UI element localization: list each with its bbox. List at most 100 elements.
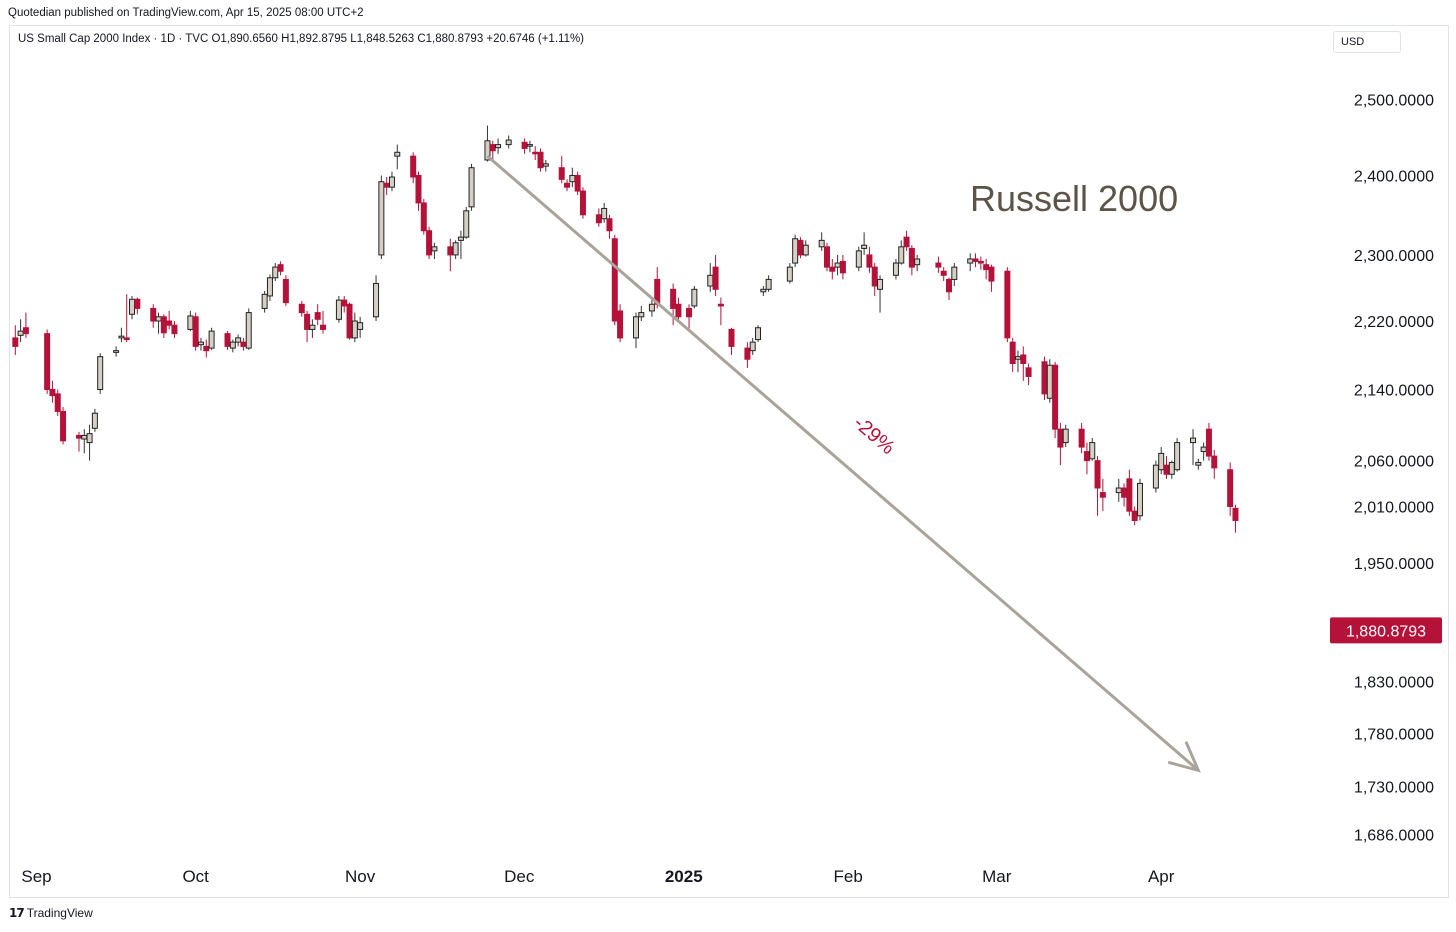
candle bbox=[373, 275, 380, 321]
last-price-text: 1,880.8793 bbox=[1346, 623, 1426, 640]
candle-body bbox=[272, 266, 279, 279]
candle-body bbox=[394, 151, 401, 157]
candle-body bbox=[1004, 270, 1011, 339]
candle-body bbox=[1174, 442, 1181, 471]
time-tick-label: Sep bbox=[21, 867, 51, 886]
candle bbox=[537, 148, 544, 172]
time-axis: Sep Oct Nov Dec 2025 Feb Mar Apr bbox=[21, 867, 1174, 886]
candle bbox=[383, 177, 390, 196]
candle-body bbox=[967, 258, 974, 264]
candle-body bbox=[346, 303, 353, 339]
candle bbox=[166, 310, 173, 330]
candle bbox=[505, 135, 512, 149]
price-tick-label: 1,950.0000 bbox=[1354, 556, 1434, 573]
candle bbox=[320, 310, 326, 334]
time-tick-label: Dec bbox=[504, 867, 535, 886]
price-tick-label: 2,400.0000 bbox=[1354, 168, 1434, 185]
candle bbox=[129, 295, 136, 320]
candle-body bbox=[378, 181, 385, 256]
candle bbox=[569, 167, 576, 188]
candle bbox=[457, 230, 464, 259]
candle bbox=[224, 331, 231, 350]
candle bbox=[134, 297, 141, 315]
candle-body bbox=[245, 312, 252, 349]
candle-body bbox=[1195, 461, 1202, 466]
candle bbox=[871, 263, 878, 296]
candle-body bbox=[1052, 364, 1059, 430]
candle bbox=[1083, 442, 1090, 475]
candle-body bbox=[834, 262, 841, 268]
currency-selector[interactable]: USD bbox=[1333, 31, 1401, 53]
candle bbox=[898, 240, 905, 265]
candle bbox=[1152, 460, 1159, 493]
candle-body bbox=[532, 151, 539, 155]
candle-body bbox=[1200, 446, 1207, 453]
candle-body bbox=[1205, 428, 1212, 457]
candle bbox=[54, 389, 61, 416]
candle-body bbox=[686, 307, 693, 318]
candle bbox=[489, 140, 496, 160]
candle bbox=[1078, 422, 1085, 454]
candle-body bbox=[898, 246, 905, 264]
price-tick-label: 2,300.0000 bbox=[1354, 248, 1434, 265]
candle-body bbox=[595, 214, 602, 224]
candle-body bbox=[91, 412, 98, 429]
candle bbox=[378, 175, 385, 259]
candle bbox=[967, 253, 974, 272]
candle-body bbox=[749, 341, 756, 352]
candle-body bbox=[717, 303, 724, 307]
candle bbox=[972, 253, 979, 268]
candle-body bbox=[601, 207, 608, 220]
footer-branding: 𝟭𝟳 TradingView bbox=[9, 906, 93, 920]
candle-body bbox=[160, 316, 167, 334]
candle-body bbox=[1121, 487, 1128, 498]
candle-body bbox=[1078, 428, 1085, 448]
candle-body bbox=[463, 210, 470, 238]
candle bbox=[601, 202, 608, 223]
candle-body bbox=[691, 288, 698, 307]
candle bbox=[638, 305, 645, 321]
candle-body bbox=[44, 333, 51, 391]
candle bbox=[314, 304, 321, 326]
candle-body bbox=[22, 327, 29, 335]
candle bbox=[1115, 478, 1122, 502]
candle-body bbox=[670, 288, 677, 309]
candle-body bbox=[1099, 492, 1106, 498]
candle bbox=[282, 275, 289, 306]
candle bbox=[983, 258, 990, 280]
candle bbox=[309, 319, 316, 338]
candle bbox=[1121, 483, 1128, 507]
candle-body bbox=[521, 141, 528, 149]
candle-body bbox=[638, 312, 645, 318]
candle-body bbox=[489, 144, 496, 152]
candle-body bbox=[351, 320, 358, 339]
candle-body bbox=[415, 174, 422, 204]
candles-layer bbox=[12, 125, 1239, 533]
candle bbox=[908, 245, 915, 276]
candle-body bbox=[304, 313, 311, 330]
candle-body bbox=[823, 246, 830, 268]
candle bbox=[914, 254, 921, 272]
candle-body bbox=[457, 236, 464, 241]
candle bbox=[940, 267, 947, 282]
candle bbox=[81, 429, 88, 454]
candle-body bbox=[760, 288, 767, 293]
candle bbox=[564, 179, 571, 192]
candle bbox=[823, 242, 830, 272]
candle-body bbox=[309, 324, 316, 330]
candle bbox=[171, 320, 178, 338]
candle-body bbox=[797, 239, 804, 256]
candle-body bbox=[197, 341, 204, 346]
candle-body bbox=[755, 327, 762, 341]
candle-body bbox=[1232, 507, 1239, 521]
time-tick-label: Mar bbox=[982, 867, 1012, 886]
footer-brand-text: TradingView bbox=[26, 906, 93, 920]
candle-body bbox=[208, 330, 215, 349]
candle-body bbox=[81, 434, 88, 440]
candle bbox=[818, 232, 825, 251]
candle-body bbox=[935, 262, 942, 268]
candle bbox=[341, 295, 348, 313]
candle bbox=[728, 327, 735, 355]
candle-body bbox=[818, 239, 825, 248]
